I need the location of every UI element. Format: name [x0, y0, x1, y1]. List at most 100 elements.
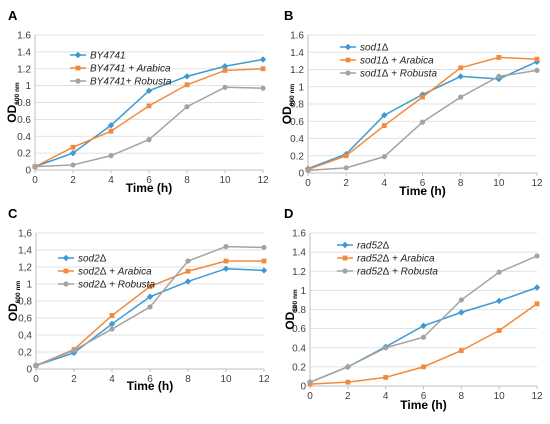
chart-panel-b: B 0 0.2 0.4 0.6 0.8 1 1.2 1.4 1.6 0 2 4 6 8 10 12 Time (h…	[280, 8, 543, 198]
y-tick-label: 1	[25, 81, 31, 92]
data-point-series-2	[70, 144, 76, 150]
data-point-series-3	[534, 253, 540, 259]
y-tick-label: 0.8	[17, 98, 31, 109]
panel-letter: C	[8, 206, 18, 221]
legend-entry-3: sod1Δ + Robusta	[360, 69, 437, 80]
y-tick-label: 1,4	[18, 246, 32, 257]
y-tick-label: 0	[300, 382, 306, 393]
x-tick-label: 2	[343, 178, 349, 189]
data-point-series-1	[108, 320, 116, 328]
data-point-series-3	[307, 379, 313, 385]
data-point-series-3	[70, 162, 76, 168]
data-point-series-3	[71, 347, 77, 353]
data-point-series-3	[458, 94, 464, 100]
data-point-series-3	[343, 165, 349, 171]
x-tick-label: 10	[494, 391, 506, 402]
data-point-series-3	[109, 326, 115, 332]
x-tick-label: 4	[108, 175, 114, 186]
data-point-series-1	[107, 122, 115, 129]
y-tick-label: 1,2	[18, 263, 32, 274]
data-point-series-2	[458, 348, 464, 354]
y-tick-label: 0,8	[18, 297, 32, 308]
y-tick-label: 1.6	[290, 31, 304, 42]
data-point-series-2	[534, 301, 540, 307]
legend-entry-1: sod1Δ	[360, 43, 389, 54]
data-point-series-1	[533, 284, 541, 291]
legend-swatch-marker	[62, 254, 70, 262]
data-point-series-2	[223, 258, 229, 264]
data-point-series-1	[458, 309, 465, 316]
y-axis-label: OD600 nm	[6, 281, 22, 322]
x-tick-label: 12	[531, 178, 543, 189]
x-tick-label: 8	[185, 374, 191, 385]
data-point-series-1	[495, 297, 503, 305]
legend-entry-2: sod2Δ + Arabica	[78, 267, 152, 278]
legend-swatch-marker	[342, 268, 348, 274]
data-point-series-1	[259, 56, 267, 63]
x-axis-label: Time (h)	[126, 181, 172, 195]
legend-swatch-marker	[345, 70, 351, 76]
data-point-series-2	[496, 55, 502, 60]
chart-panel-a: A 0 0.2 0.4 0.6 0.8 1 1.2 1.4 1.6 0 2 4 6 8 10 12 Time (h…	[5, 8, 269, 195]
data-point-series-2	[343, 153, 349, 159]
y-tick-label: 0.6	[292, 324, 306, 335]
data-point-series-2	[184, 82, 190, 88]
data-point-series-3	[260, 85, 266, 91]
data-point-series-1	[260, 267, 268, 274]
y-tick-label: 0,4	[18, 331, 32, 342]
data-point-series-3	[458, 297, 464, 303]
y-tick-label: 0,2	[18, 348, 32, 359]
y-axis-label: OD600 nm	[280, 84, 296, 125]
legend-swatch-marker	[74, 51, 82, 59]
legend-swatch-marker	[344, 43, 352, 51]
legend-entry-1: rad52Δ	[357, 241, 390, 252]
data-point-series-2	[381, 123, 387, 128]
y-axis-label: OD600 nm	[283, 289, 299, 330]
x-tick-label: 6	[421, 391, 427, 402]
x-tick-label: 0	[33, 374, 39, 385]
legend-entry-3: BY4741+ Robusta	[90, 77, 172, 88]
y-axis-label: OD600 nm	[5, 82, 21, 123]
legend-entry-3: rad52Δ + Robusta	[357, 267, 438, 278]
x-tick-label: 2	[71, 374, 77, 385]
data-point-series-2	[222, 68, 228, 73]
data-point-series-3	[147, 304, 153, 310]
legend-swatch-marker	[342, 255, 348, 261]
chart-panel-c: C 0 0,2 0,4 0,6 0,8 1 1,2 1,4 1,6 0 2 4 6 8 10 12 Time (h…	[6, 206, 270, 393]
y-tick-label: 1	[298, 82, 304, 93]
data-point-series-3	[345, 364, 351, 370]
data-point-series-2	[421, 364, 426, 370]
data-point-series-3	[223, 244, 229, 250]
data-point-series-3	[381, 154, 387, 160]
x-axis-label: Time (h)	[127, 379, 173, 393]
y-tick-label: 1.2	[292, 267, 306, 278]
y-tick-label: 1.6	[292, 229, 306, 240]
x-tick-label: 10	[493, 178, 505, 189]
data-point-series-1	[184, 278, 192, 285]
data-point-series-3	[32, 164, 38, 170]
x-tick-label: 6	[147, 374, 153, 385]
y-tick-label: 0.8	[290, 100, 304, 111]
y-tick-label: 0	[26, 365, 32, 376]
y-tick-label: 0	[25, 166, 31, 177]
y-tick-label: 0,6	[18, 314, 32, 325]
x-tick-label: 8	[459, 391, 465, 402]
data-point-series-3	[420, 334, 427, 340]
panel-letter: D	[284, 206, 293, 221]
x-tick-label: 4	[109, 374, 115, 385]
legend-swatch-marker	[75, 65, 81, 71]
data-point-series-2	[146, 103, 152, 109]
y-tick-label: 1	[300, 286, 306, 297]
legend-entry-2: BY4741 + Arabica	[90, 64, 171, 75]
data-point-series-1	[146, 293, 154, 300]
data-point-series-1	[222, 265, 230, 272]
legend-entry-1: BY4741	[90, 51, 126, 62]
y-tick-label: 0	[298, 169, 304, 180]
data-point-series-2	[383, 374, 389, 380]
data-point-series-3	[185, 258, 191, 264]
y-tick-label: 0.4	[17, 132, 31, 143]
data-point-series-1	[419, 91, 426, 98]
x-tick-label: 12	[257, 175, 269, 186]
x-tick-label: 4	[382, 178, 388, 189]
